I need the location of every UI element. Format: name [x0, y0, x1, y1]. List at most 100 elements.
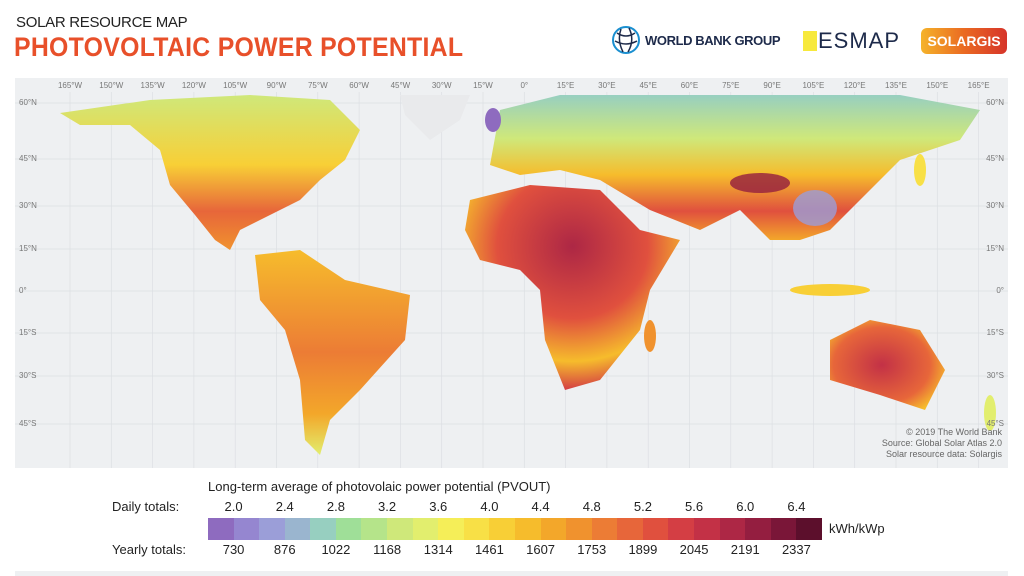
color-scale-bar [208, 518, 822, 540]
color-scale-segment [591, 518, 618, 540]
longitude-label: 135°E [885, 81, 907, 90]
latitude-label: 30°S [986, 371, 1004, 380]
map-subtitle: SOLAR RESOURCE MAP [16, 14, 188, 31]
copyright-text: © 2019 The World Bank [906, 427, 1002, 437]
uk [485, 108, 501, 132]
longitude-label: 0° [520, 81, 529, 90]
color-scale-segment [310, 518, 336, 540]
color-scale-segment [642, 518, 669, 540]
color-scale-segment [463, 518, 490, 540]
color-scale-segment [770, 518, 797, 540]
daily-tick: 5.2 [633, 499, 652, 514]
color-scale-segment [566, 518, 592, 540]
longitude-label: 60°E [680, 81, 699, 90]
longitude-label: 15°W [473, 81, 493, 90]
yearly-tick: 2337 [781, 542, 811, 557]
daily-tick: 3.2 [378, 499, 397, 514]
greenland [400, 95, 470, 140]
latitude-label: 15°N [19, 244, 37, 253]
longitude-label: 90°E [763, 81, 781, 90]
longitude-label: 120°E [843, 81, 866, 90]
color-scale-segment [693, 518, 720, 540]
longitude-label: 165°W [57, 81, 83, 90]
yearly-tick: 1168 [373, 542, 402, 557]
tibet-high-pvout [730, 173, 790, 193]
yearly-tick: 1607 [526, 542, 556, 557]
yearly-tick: 876 [273, 542, 296, 557]
data-source-text: Solar resource data: Solargis [885, 449, 1002, 459]
source-text: Source: Global Solar Atlas 2.0 [881, 438, 1002, 448]
map-credits: © 2019 The World Bank Source: Global Sol… [882, 427, 1002, 460]
world-bank-logo-text: WORLD BANK GROUP [645, 32, 781, 48]
legend-title: Long-term average of photovolaic power p… [208, 479, 551, 494]
longitude-label: 150°E [926, 81, 949, 90]
new-zealand [984, 395, 996, 431]
color-scale-segment [438, 518, 464, 540]
globe-icon [612, 26, 640, 54]
color-scale-segment [489, 518, 515, 540]
latitude-label: 0° [996, 286, 1004, 295]
latitude-label: 30°S [19, 371, 37, 380]
world-map: 165°W 150°W 135°W 120°W 105°W 90°W 75°W 60°W 45°… [15, 78, 1008, 468]
world-bank-logo: WORLD BANK GROUP [611, 25, 781, 55]
yearly-tick: 1899 [628, 542, 658, 557]
daily-tick: 4.8 [582, 499, 601, 514]
latitude-label: 45°N [19, 154, 37, 163]
color-scale-segment [514, 518, 541, 540]
daily-tick: 2.4 [275, 499, 294, 514]
daily-tick: 4.0 [480, 499, 499, 514]
longitude-label: 30°W [431, 81, 452, 90]
south-america [255, 250, 410, 455]
japan [914, 154, 926, 186]
esmap-logo: ESMAP [803, 28, 900, 54]
yearly-tick: 1022 [321, 542, 351, 557]
eurasia [490, 95, 980, 240]
latitude-label: 45°N [986, 154, 1004, 163]
daily-tick: 3.6 [429, 499, 448, 514]
solargis-logo: SOLARGIS [921, 28, 1007, 54]
color-scale-segment [668, 518, 694, 540]
color-scale-segment [208, 518, 234, 540]
daily-tick: 4.4 [531, 499, 550, 514]
latitude-label: 0° [19, 286, 27, 295]
china-low-pvout [793, 190, 837, 226]
latitude-label: 15°S [986, 328, 1004, 337]
color-scale-segment [796, 518, 822, 540]
unit-label: kWh/kWp [829, 521, 885, 536]
longitude-label: 45°W [390, 81, 411, 90]
latitude-label: 60°N [986, 98, 1004, 107]
daily-tick: 2.8 [326, 499, 345, 514]
daily-tick: 6.4 [787, 499, 806, 514]
daily-tick: 5.6 [685, 499, 704, 514]
indonesia [790, 284, 870, 296]
longitude-label: 105°W [223, 81, 248, 90]
color-scale-segment [259, 518, 285, 540]
color-scale-segment [412, 518, 439, 540]
yearly-totals-label: Yearly totals: [112, 542, 186, 557]
color-scale-segment [617, 518, 643, 540]
longitude-label: 30°E [598, 81, 616, 90]
latitude-label: 60°N [19, 98, 37, 107]
longitude-label: 75°W [307, 81, 328, 90]
longitude-label: 75°E [722, 81, 740, 90]
daily-totals-label: Daily totals: [112, 499, 180, 514]
longitude-label: 135°W [140, 81, 165, 90]
longitude-label: 90°W [266, 81, 287, 90]
color-scale-segment [284, 518, 311, 540]
color-scale-segment [387, 518, 413, 540]
longitude-label: 120°W [181, 81, 206, 90]
australia [830, 320, 945, 410]
africa [465, 185, 680, 390]
yearly-tick: 1753 [577, 542, 607, 557]
latitude-label: 15°S [19, 328, 37, 337]
pvout-map [15, 92, 1008, 468]
yearly-tick: 2045 [679, 542, 709, 557]
latitude-label: 15°N [986, 244, 1004, 253]
daily-tick: 6.0 [736, 499, 755, 514]
north-america [60, 95, 360, 250]
longitude-label: 150°W [99, 81, 124, 90]
color-scale-segment [745, 518, 771, 540]
longitude-label: 15°E [556, 81, 575, 90]
map-title: PHOTOVOLTAIC POWER POTENTIAL [14, 32, 464, 62]
longitude-label: 105°E [802, 81, 825, 90]
